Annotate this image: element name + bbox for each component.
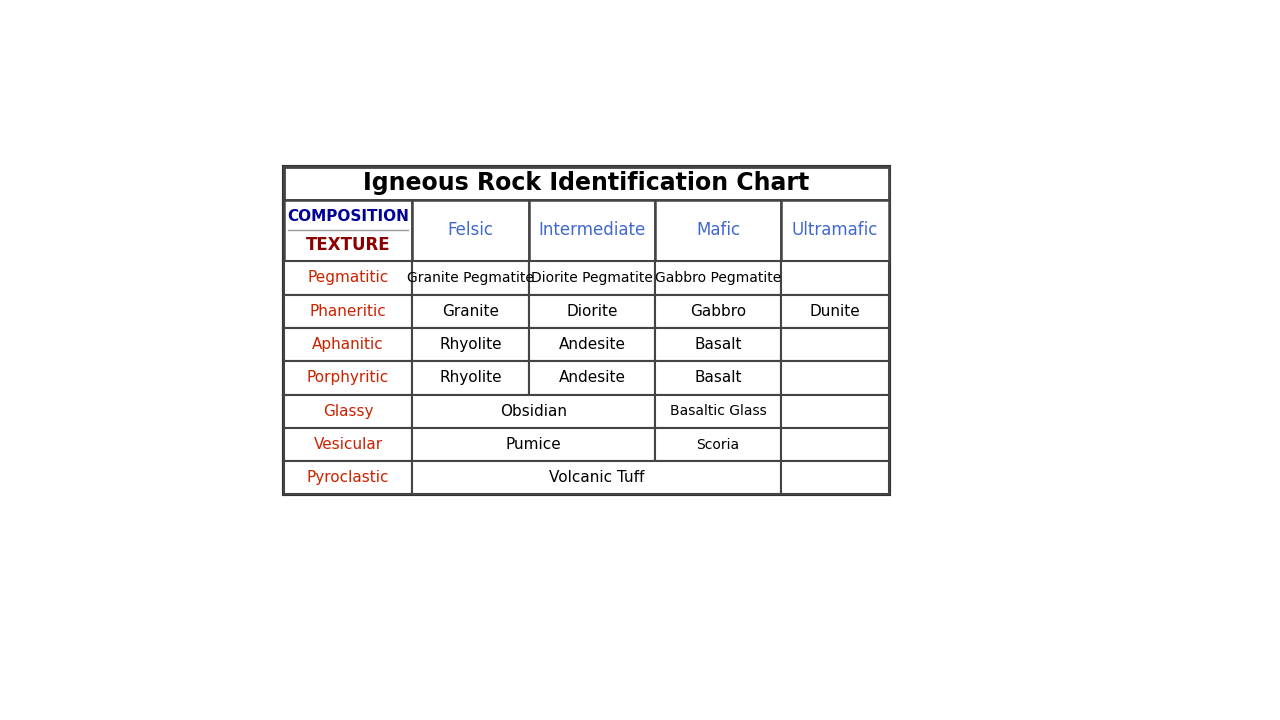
Text: Igneous Rock Identification Chart: Igneous Rock Identification Chart	[364, 171, 809, 195]
Text: Andesite: Andesite	[559, 370, 626, 385]
Bar	[781, 361, 888, 395]
Text: Pyroclastic: Pyroclastic	[307, 470, 389, 485]
Text: Scoria: Scoria	[696, 438, 740, 451]
Bar	[655, 361, 781, 395]
Text: Granite Pegmatite: Granite Pegmatite	[407, 271, 534, 285]
Bar	[655, 294, 781, 328]
Bar	[655, 261, 781, 294]
Text: Vesicular: Vesicular	[314, 437, 383, 452]
Bar	[530, 361, 655, 395]
Text: Ultramafic: Ultramafic	[791, 221, 878, 239]
Bar	[412, 261, 530, 294]
Text: Basalt: Basalt	[694, 337, 742, 352]
Bar	[781, 199, 888, 261]
Text: Granite: Granite	[443, 304, 499, 319]
Text: Diorite: Diorite	[567, 304, 618, 319]
Text: Intermediate: Intermediate	[539, 221, 646, 239]
Text: Pegmatitic: Pegmatitic	[307, 270, 389, 285]
Bar	[412, 328, 530, 361]
Bar	[412, 294, 530, 328]
Text: Rhyolite: Rhyolite	[439, 337, 502, 352]
Text: Gabbro: Gabbro	[690, 304, 746, 319]
Bar	[284, 328, 412, 361]
Bar	[655, 428, 781, 462]
Text: Basaltic Glass: Basaltic Glass	[669, 404, 767, 418]
Bar	[284, 462, 412, 495]
Text: COMPOSITION: COMPOSITION	[287, 210, 410, 225]
Text: Phaneritic: Phaneritic	[310, 304, 387, 319]
Bar	[530, 261, 655, 294]
Text: Aphanitic: Aphanitic	[312, 337, 384, 352]
Text: Diorite Pegmatite: Diorite Pegmatite	[531, 271, 653, 285]
Bar	[284, 167, 888, 199]
Bar	[284, 395, 412, 428]
Text: Obsidian: Obsidian	[500, 404, 567, 418]
Bar	[655, 199, 781, 261]
Bar	[781, 428, 888, 462]
Text: TEXTURE: TEXTURE	[306, 236, 390, 254]
Bar	[781, 328, 888, 361]
Bar	[412, 199, 530, 261]
Bar	[781, 462, 888, 495]
Text: Volcanic Tuff: Volcanic Tuff	[549, 470, 644, 485]
Bar	[781, 261, 888, 294]
Bar	[781, 294, 888, 328]
Text: Gabbro Pegmatite: Gabbro Pegmatite	[655, 271, 781, 285]
Text: Rhyolite: Rhyolite	[439, 370, 502, 385]
Bar	[530, 328, 655, 361]
Text: Glassy: Glassy	[323, 404, 374, 418]
Bar	[781, 395, 888, 428]
Bar	[412, 428, 655, 462]
Text: Felsic: Felsic	[448, 221, 494, 239]
Bar	[284, 361, 412, 395]
Bar	[412, 395, 655, 428]
Bar	[284, 199, 412, 261]
Bar	[655, 395, 781, 428]
Bar	[284, 294, 412, 328]
Bar	[655, 328, 781, 361]
Text: Pumice: Pumice	[506, 437, 562, 452]
Bar	[284, 428, 412, 462]
Bar	[284, 261, 412, 294]
Text: Basalt: Basalt	[694, 370, 742, 385]
Text: Dunite: Dunite	[809, 304, 860, 319]
Bar	[412, 462, 781, 495]
Bar	[412, 361, 530, 395]
Text: Porphyritic: Porphyritic	[307, 370, 389, 385]
Bar	[530, 294, 655, 328]
Text: Andesite: Andesite	[559, 337, 626, 352]
Text: Mafic: Mafic	[696, 221, 740, 239]
Bar	[530, 199, 655, 261]
Bar	[284, 167, 888, 495]
